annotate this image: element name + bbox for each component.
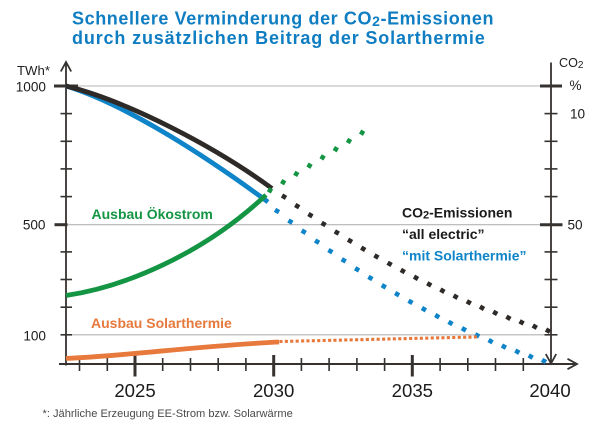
svg-text:2030: 2030 bbox=[253, 380, 294, 401]
svg-text:50: 50 bbox=[568, 217, 584, 232]
svg-text:“all electric”: “all electric” bbox=[402, 226, 485, 242]
svg-text:TWh*: TWh* bbox=[17, 63, 50, 78]
svg-text:%: % bbox=[570, 78, 582, 93]
svg-text:1000: 1000 bbox=[16, 80, 47, 95]
svg-text:2040: 2040 bbox=[529, 380, 570, 401]
svg-text:500: 500 bbox=[23, 217, 46, 232]
svg-text:Ausbau Ökostrom: Ausbau Ökostrom bbox=[92, 206, 213, 222]
svg-text:CO2-Emissionen: CO2-Emissionen bbox=[402, 204, 512, 221]
svg-text:10: 10 bbox=[570, 107, 586, 122]
svg-text:*: Jährliche Erzeugung EE-Stro: *: Jährliche Erzeugung EE-Strom bzw. Sol… bbox=[43, 408, 293, 420]
svg-text:Ausbau Solarthermie: Ausbau Solarthermie bbox=[91, 315, 232, 331]
svg-text:100: 100 bbox=[23, 329, 46, 344]
svg-text:2035: 2035 bbox=[392, 380, 433, 401]
svg-text:2025: 2025 bbox=[114, 380, 155, 401]
svg-text:durch zusätzlichen Beitrag der: durch zusätzlichen Beitrag der Solarther… bbox=[72, 28, 486, 48]
svg-text:“mit Solarthermie”: “mit Solarthermie” bbox=[402, 247, 526, 263]
svg-text:CO2: CO2 bbox=[559, 56, 584, 71]
svg-text:Schnellere Verminderung der CO: Schnellere Verminderung der CO2-Emission… bbox=[72, 9, 494, 30]
